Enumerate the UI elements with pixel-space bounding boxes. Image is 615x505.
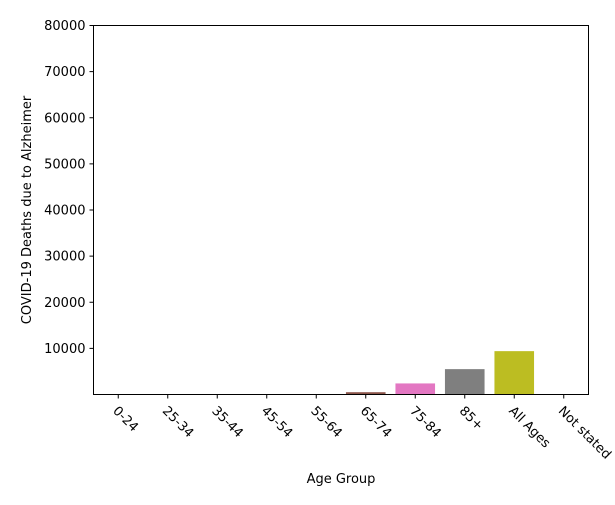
x-tick-label: All Ages <box>505 404 553 452</box>
bar-65-74 <box>345 392 386 395</box>
y-axis-ticks: 10000 20000 30000 40000 50000 60000 70000 80000 <box>44 19 94 357</box>
y-tick-label: 80000 <box>44 19 85 34</box>
y-tick-label: 40000 <box>44 204 85 219</box>
x-tick-label: 25-34 <box>159 404 196 441</box>
bar-75-84 <box>395 383 436 395</box>
x-tick-label: 0-24 <box>109 404 140 435</box>
bar-85- <box>444 369 485 395</box>
x-tick-label: 35-44 <box>208 404 245 441</box>
x-tick-label: 85+ <box>456 404 486 434</box>
y-tick-label: 30000 <box>44 250 85 265</box>
y-tick-label: 20000 <box>44 296 85 311</box>
x-tick-label: Not stated <box>555 404 614 463</box>
y-tick-label: 10000 <box>44 342 85 357</box>
y-tick-label: 60000 <box>44 111 85 126</box>
y-tick-label: 70000 <box>44 65 85 80</box>
x-tick-label: 65-74 <box>357 404 394 441</box>
y-tick-label: 50000 <box>44 157 85 172</box>
bars <box>345 351 535 395</box>
bar-all-ages <box>494 351 535 395</box>
x-tick-label: 75-84 <box>406 404 443 441</box>
x-tick-label: 45-54 <box>258 404 295 441</box>
x-axis-ticks: 0-24 25-34 35-44 45-54 55-64 65-74 75-84 85+ All… <box>109 394 614 463</box>
x-axis-label: Age Group <box>307 472 376 487</box>
y-axis-label: COVID-19 Deaths due to Alzheimer <box>20 95 35 324</box>
x-tick-label: 55-64 <box>307 404 344 441</box>
plot-frame <box>93 25 589 395</box>
